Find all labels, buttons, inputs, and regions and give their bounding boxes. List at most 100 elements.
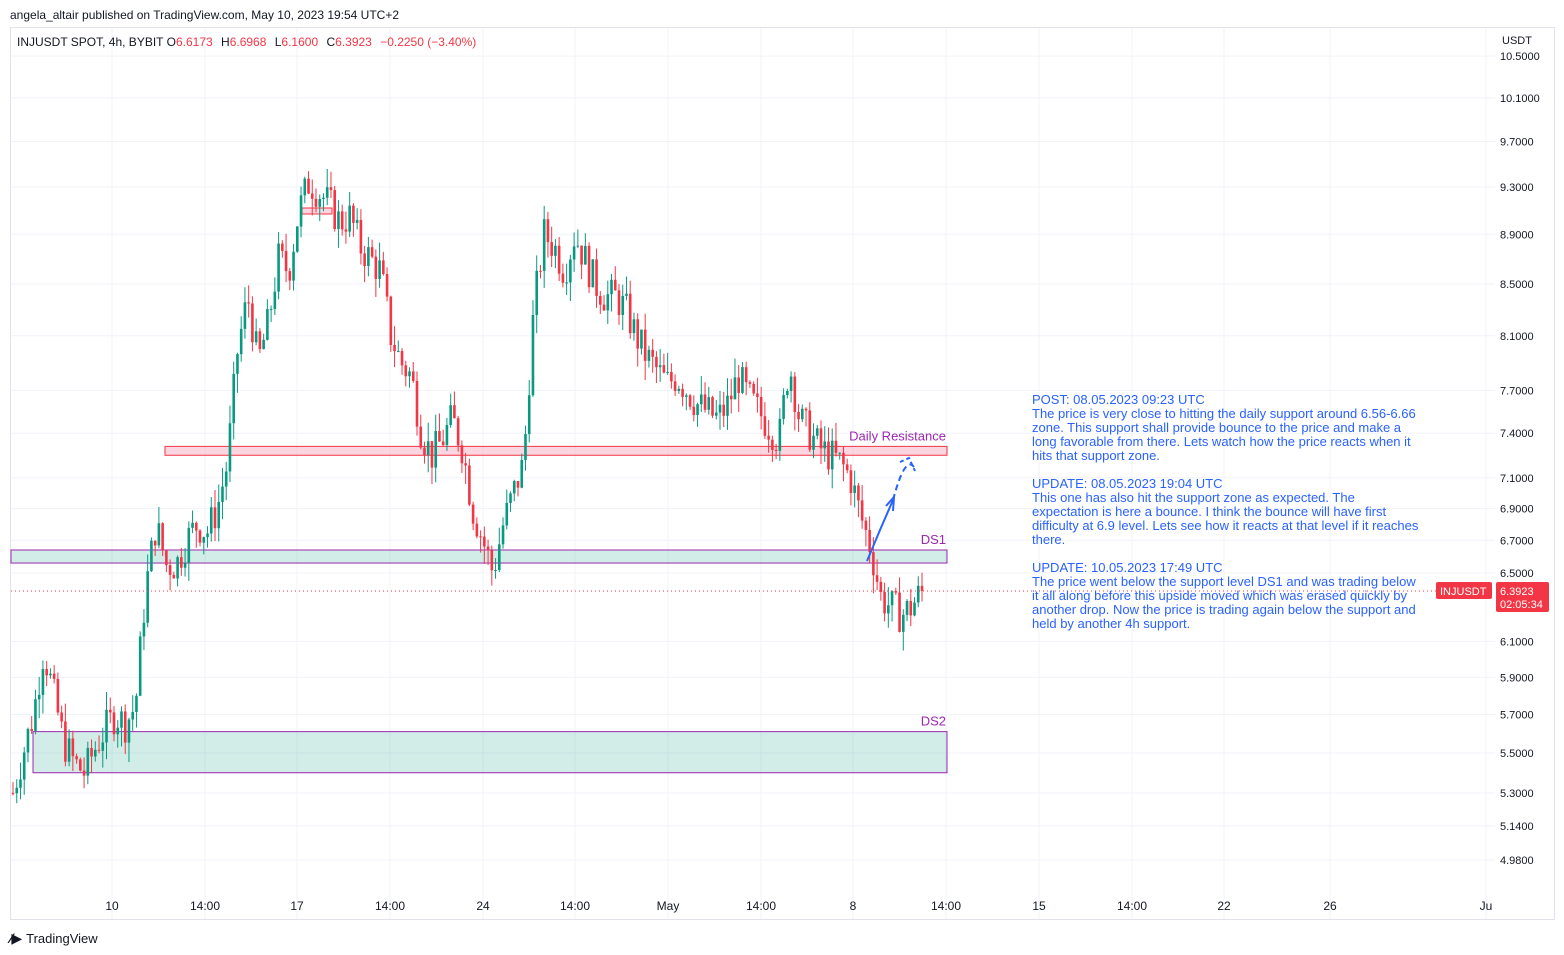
annotation-3-title: UPDATE: 10.05.2023 17:49 UTC (1032, 560, 1223, 575)
candle-body (116, 727, 120, 735)
candle-body (602, 304, 606, 311)
candle-body (688, 395, 692, 407)
price-tick-label: 5.7000 (1500, 709, 1534, 721)
grid (11, 28, 1495, 919)
price-tick-label: 10.1000 (1500, 93, 1540, 105)
candle-body (359, 219, 363, 254)
legend-open-label: O (166, 35, 176, 49)
price-tick-label: 9.3000 (1500, 182, 1534, 194)
publish-info: angela_altair published on TradingView.c… (10, 8, 400, 22)
candle-body (60, 712, 63, 722)
candle-body (606, 294, 610, 311)
candle-body (318, 198, 322, 207)
candle-body (479, 536, 482, 538)
price-tick-label: 10.5000 (1500, 51, 1540, 63)
symbol-tag-label: INJUSDT (1440, 586, 1487, 598)
candle-body (883, 592, 886, 614)
candle-body (101, 742, 105, 751)
candle-body (348, 205, 351, 232)
candle-body (281, 243, 284, 252)
candle-body (385, 273, 389, 297)
candle-body (782, 395, 785, 419)
candle-body (920, 585, 924, 591)
candle-body (441, 441, 445, 446)
candle-body (737, 377, 741, 393)
candle-body (30, 728, 34, 731)
candle-body (337, 211, 340, 230)
candle-body (460, 445, 464, 464)
candle-body (658, 365, 662, 368)
candle-body (497, 544, 501, 570)
candle-body (628, 293, 632, 334)
annotation-3: UPDATE: 10.05.2023 17:49 UTC The price w… (1032, 561, 1422, 631)
candle-body (778, 418, 782, 451)
price-tag-countdown: 02:05:34 (1500, 599, 1543, 611)
legend-close-label: C (326, 35, 336, 49)
candle-body (729, 395, 733, 400)
candle-body (748, 382, 752, 384)
candle-body (138, 636, 142, 696)
candle-body (408, 371, 411, 377)
candle-body (135, 695, 138, 712)
candle-body (303, 178, 307, 196)
candle-body (666, 371, 669, 373)
candle-body (127, 719, 131, 743)
candle-body (165, 550, 168, 566)
candle-body (501, 525, 505, 545)
candle-body (157, 523, 161, 546)
time-tick-label: 15 (1032, 899, 1046, 913)
price-tick-label: 5.5000 (1500, 748, 1534, 760)
candle-body (539, 270, 542, 272)
candle-body (580, 245, 583, 265)
footer: ⁄▶ TradingView (10, 930, 98, 947)
candle-body (722, 404, 726, 416)
candle-body (423, 447, 426, 456)
candle-body (598, 295, 602, 305)
candle-body (206, 533, 209, 538)
annotation-2-body: This one has also hit the support zone a… (1032, 490, 1419, 547)
annotation-2-title: UPDATE: 08.05.2023 19:04 UTC (1032, 476, 1223, 491)
candle-body (180, 557, 183, 568)
candle-body (340, 211, 344, 230)
tradingview-logo-icon[interactable]: ⁄▶ (10, 930, 22, 946)
candle-body (426, 441, 430, 456)
candle-body (647, 349, 651, 361)
candle-body (22, 752, 26, 780)
candle-body (486, 546, 490, 551)
candle-body (830, 440, 834, 470)
price-axis-unit: USDT (1502, 35, 1532, 47)
candle-body (172, 574, 176, 579)
zone-label: DS1 (921, 532, 946, 547)
candle-body (67, 738, 71, 762)
forecast-dashed (892, 463, 915, 501)
legend-low-label: L (274, 35, 282, 49)
candle-body (584, 245, 587, 265)
candle-body (123, 711, 127, 743)
candle-body (591, 259, 595, 288)
candle-body (251, 303, 254, 343)
candle-body (232, 373, 236, 424)
footer-brand[interactable]: TradingView (26, 931, 98, 946)
candle-body (183, 562, 187, 568)
legend-symbol[interactable]: INJUSDT SPOT, 4h, BYBIT (17, 35, 164, 49)
candle-body (288, 271, 292, 281)
candle-body (415, 380, 419, 427)
candle-body (561, 273, 565, 283)
candle-body (703, 394, 707, 410)
mini-zone (301, 207, 333, 215)
candle-body (277, 243, 280, 292)
time-tick-label: 14:00 (1117, 899, 1147, 913)
ohlc-legend: INJUSDT SPOT, 4h, BYBIT O6.6173 H6.6968 … (17, 35, 481, 49)
candle-body (849, 470, 853, 494)
candle-body (236, 354, 239, 374)
candle-body (853, 485, 856, 494)
candle-body (827, 441, 830, 470)
candle-body (363, 253, 366, 267)
annotation-2: UPDATE: 08.05.2023 19:04 UTC This one ha… (1032, 477, 1422, 547)
candle-body (213, 507, 217, 529)
candle-body (400, 350, 404, 366)
time-tick-label: 14:00 (931, 899, 961, 913)
candle-body (41, 669, 45, 695)
candle-body (524, 434, 527, 460)
